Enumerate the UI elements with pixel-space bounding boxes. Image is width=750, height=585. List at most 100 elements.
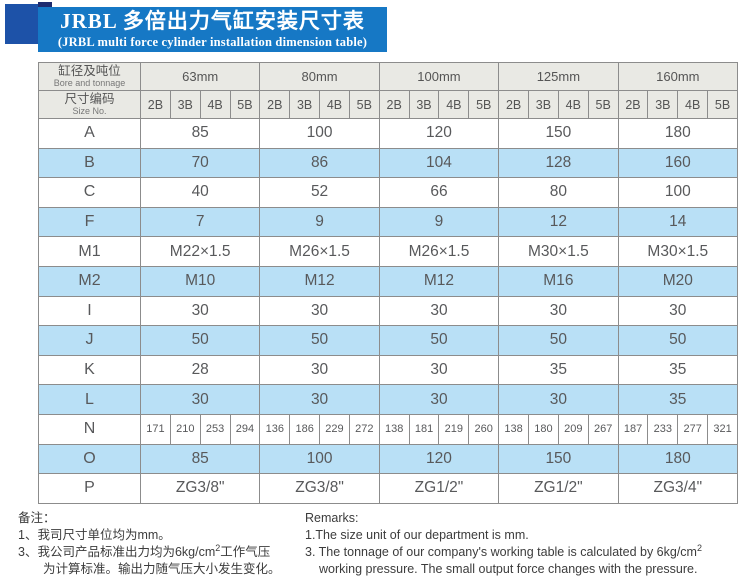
footnotes: 备注： 1、我司尺寸单位均为mm。 3、我公司产品标准出力均为6kg/cm2工作… xyxy=(18,510,740,578)
table-cell: 30 xyxy=(378,354,500,386)
table-cell: 50 xyxy=(259,325,380,356)
table-cell: 66 xyxy=(378,177,500,208)
table-cell: 100 xyxy=(259,443,380,475)
table-cell: M22×1.5 xyxy=(139,236,261,267)
table-row: B 70 86 104 128 160 xyxy=(38,147,739,179)
row-label: C xyxy=(38,177,141,208)
size-header-en: Size No. xyxy=(72,106,107,116)
table-cell: 160 xyxy=(617,147,739,179)
size-code: 5B xyxy=(587,90,619,119)
table-cell: 12 xyxy=(498,206,619,238)
bore-header-row: 缸径及吨位 Bore and tonnage 63mm 80mm 100mm 1… xyxy=(38,62,739,91)
table-cell: 40 xyxy=(139,177,261,208)
size-code: 2B xyxy=(140,90,171,119)
table-row: K 28 30 30 35 35 xyxy=(38,354,739,386)
table-cell: 233 xyxy=(647,413,679,445)
table-cell: 100 xyxy=(617,177,739,208)
table-row: M2 M10 M12 M12 M16 M20 xyxy=(38,265,739,297)
size-code: 4B xyxy=(319,90,350,119)
table-cell: 50 xyxy=(139,325,261,356)
table-cell: 186 xyxy=(289,413,321,445)
table-row: N 171 210 253 294 136 186 229 272 138 181 219 260 138… xyxy=(38,413,739,445)
bore-group-header: 63mm xyxy=(139,62,261,91)
row-label: J xyxy=(38,325,141,356)
notes-en-line3: 3. The tonnage of our company's working … xyxy=(305,542,702,559)
table-row: I 30 30 30 30 30 xyxy=(38,295,739,327)
size-header-cn: 尺寸编码 xyxy=(64,92,115,106)
table-cell: 210 xyxy=(169,413,201,445)
notes-cn-heading: 备注： xyxy=(18,511,56,525)
table-cell: M16 xyxy=(498,265,619,297)
size-code: 3B xyxy=(528,90,559,119)
table-cell: 104 xyxy=(378,147,500,179)
size-code: 4B xyxy=(199,90,231,119)
table-cell: 260 xyxy=(468,413,500,445)
corner-header-bore: 缸径及吨位 Bore and tonnage xyxy=(38,62,141,91)
table-cell: 209 xyxy=(557,413,589,445)
size-code: 3B xyxy=(169,90,201,119)
table-cell: 321 xyxy=(707,413,739,445)
table-cell: 30 xyxy=(259,295,380,327)
table-cell: 50 xyxy=(378,325,500,356)
table-cell: 277 xyxy=(677,413,709,445)
table-cell: 85 xyxy=(139,443,261,475)
size-code: 4B xyxy=(557,90,589,119)
bore-group-header: 160mm xyxy=(617,62,739,91)
table-cell: 30 xyxy=(259,384,380,415)
table-row: L 30 30 30 30 35 xyxy=(38,384,739,415)
title-banner: JRBL 多倍出力气缸安装尺寸表 (JRBL multi force cylin… xyxy=(38,7,387,52)
page-subtitle: (JRBL multi force cylinder installation … xyxy=(57,35,368,49)
table-cell: 171 xyxy=(140,413,171,445)
row-label: I xyxy=(38,295,141,327)
table-cell: 180 xyxy=(617,443,739,475)
table-cell: 30 xyxy=(139,295,261,327)
row-label: P xyxy=(38,473,141,504)
bore-group-header: 100mm xyxy=(378,62,500,91)
table-row: A 85 100 120 150 180 xyxy=(38,118,739,149)
row-label: A xyxy=(38,118,141,149)
row-label: L xyxy=(38,384,141,415)
size-code: 4B xyxy=(438,90,470,119)
row-label: K xyxy=(38,354,141,386)
table-cell: 219 xyxy=(438,413,470,445)
table-row: O 85 100 120 150 180 xyxy=(38,443,739,475)
size-code: 2B xyxy=(617,90,649,119)
table-cell: ZG1/2" xyxy=(498,473,619,504)
size-code: 2B xyxy=(498,90,530,119)
table-body: A 85 100 120 150 180 B 70 86 104 128 160 C 40 52 66 80 10… xyxy=(38,118,739,504)
table-cell: 100 xyxy=(259,118,380,149)
size-code: 2B xyxy=(259,90,291,119)
size-code: 5B xyxy=(468,90,500,119)
table-cell: M10 xyxy=(139,265,261,297)
table-cell: 30 xyxy=(617,295,739,327)
size-code: 2B xyxy=(378,90,410,119)
table-cell: 30 xyxy=(498,295,619,327)
size-code: 5B xyxy=(707,90,739,119)
table-cell: 253 xyxy=(199,413,231,445)
table-row: F 7 9 9 12 14 xyxy=(38,206,739,238)
table-cell: 9 xyxy=(378,206,500,238)
table-cell: 294 xyxy=(229,413,261,445)
row-label: M2 xyxy=(38,265,141,297)
size-code-header-row: 尺寸编码 Size No. 2B 3B 4B 5B 2B 3B 4B 5B 2B… xyxy=(38,90,739,119)
table-cell: M20 xyxy=(617,265,739,297)
table-cell: M12 xyxy=(378,265,500,297)
row-label: N xyxy=(38,413,141,445)
table-cell: 150 xyxy=(498,118,619,149)
table-header: 缸径及吨位 Bore and tonnage 63mm 80mm 100mm 1… xyxy=(38,62,739,119)
table-cell: 138 xyxy=(378,413,410,445)
ribbon-tail xyxy=(5,4,38,44)
table-cell: 70 xyxy=(139,147,261,179)
table-cell: 229 xyxy=(319,413,350,445)
size-code: 4B xyxy=(677,90,709,119)
notes-cn: 备注： 1、我司尺寸单位均为mm。 3、我公司产品标准出力均为6kg/cm2工作… xyxy=(18,510,305,578)
table-row: C 40 52 66 80 100 xyxy=(38,177,739,208)
table-cell: M26×1.5 xyxy=(378,236,500,267)
corner-header-size: 尺寸编码 Size No. xyxy=(38,90,141,119)
table-cell: 128 xyxy=(498,147,619,179)
table-row: M1 M22×1.5 M26×1.5 M26×1.5 M30×1.5 M30×1.5 xyxy=(38,236,739,267)
notes-en-line1: 1.The size unit of our department is mm. xyxy=(305,528,529,542)
table-cell: 28 xyxy=(139,354,261,386)
table-cell: ZG3/8" xyxy=(259,473,380,504)
table-cell: 80 xyxy=(498,177,619,208)
